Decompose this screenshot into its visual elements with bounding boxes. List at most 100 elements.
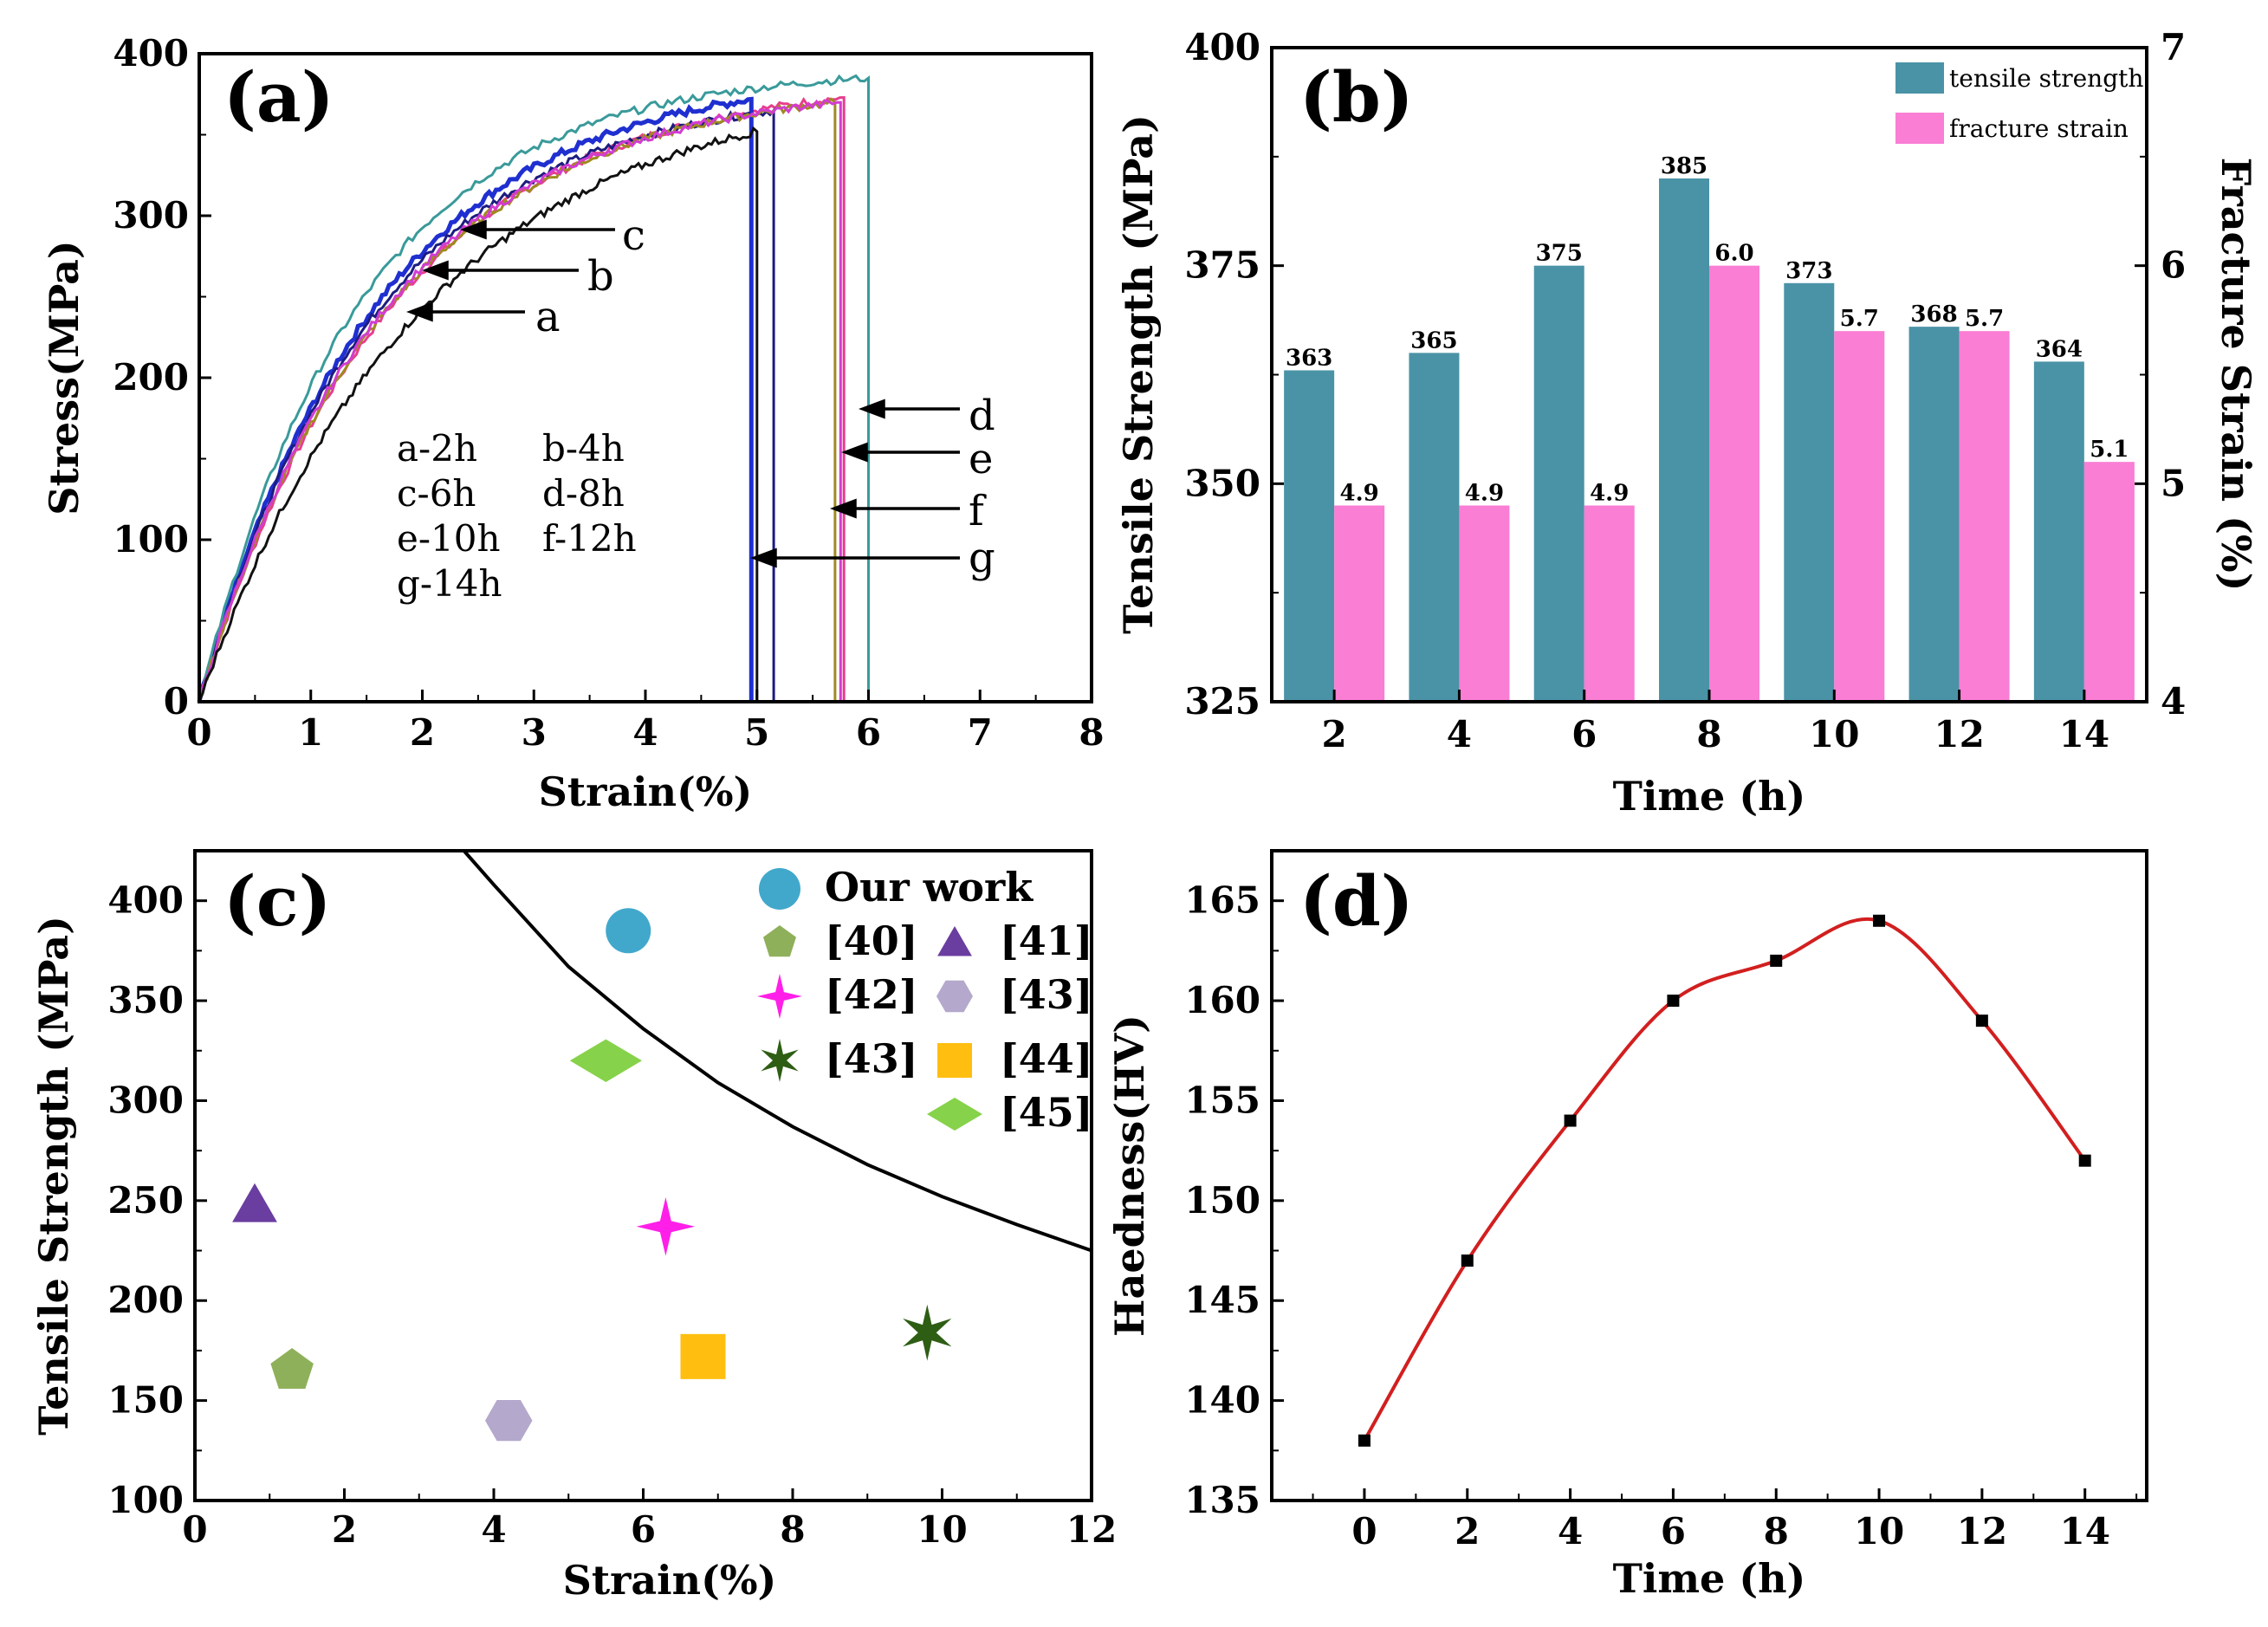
d-y-tick-label: 140 xyxy=(1184,1379,1260,1422)
b-bar-tensile xyxy=(1284,370,1335,702)
a-legend-a: a-2h xyxy=(397,427,477,470)
a-x-tick-label: 5 xyxy=(744,711,769,754)
a-legend-c: c-6h xyxy=(397,472,476,515)
c-y-axis-label: Tensile Strength (MPa) xyxy=(30,916,77,1436)
c-plot-area xyxy=(232,849,1092,1442)
c-x-tick-label: 6 xyxy=(631,1508,656,1551)
b-bar-tensile xyxy=(2033,361,2084,702)
b-axis-ticks: 2 4 6 8 10 12 14 325 350 375 400 4 5 6 7 xyxy=(1184,26,2186,755)
d-y-tick-label: 155 xyxy=(1184,1079,1260,1121)
b-legend-swatch-tensile xyxy=(1895,62,1944,94)
b-bar-label-fracture: 5.7 xyxy=(1965,306,2004,332)
c-legend-label: [43] xyxy=(1000,971,1093,1018)
b-bar-fracture xyxy=(1709,265,1759,702)
a-x-tick-label: 7 xyxy=(968,711,993,754)
b-bar-fracture xyxy=(2083,462,2135,702)
b-bar-tensile xyxy=(1908,327,1960,702)
b-x-tick-label: 12 xyxy=(1934,713,1984,755)
d-x-tick-label: 0 xyxy=(1351,1510,1377,1552)
c-y-tick-label: 300 xyxy=(107,1079,184,1121)
d-x-tick-label: 8 xyxy=(1764,1510,1789,1552)
c-legend: Our work [40] [41] [42] [43] [43] [44] [45] xyxy=(757,864,1093,1136)
b-y-tick-label: 325 xyxy=(1184,680,1260,723)
a-legend-f: f-12h xyxy=(542,517,637,560)
b-x-tick-label: 4 xyxy=(1447,713,1472,755)
d-x-tick-label: 6 xyxy=(1661,1510,1686,1552)
d-x-axis-label: Time (h) xyxy=(1613,1555,1806,1602)
d-fit-curve xyxy=(1363,917,2087,1442)
a-curve-label-f: f xyxy=(969,487,987,535)
a-y-tick-label: 100 xyxy=(113,518,189,561)
c-x-tick-label: 0 xyxy=(182,1508,207,1551)
b-x-axis-label: Time (h) xyxy=(1613,773,1806,820)
b-bar-label-tensile: 373 xyxy=(1785,258,1832,284)
d-y-axis-label: Haedness(HV) xyxy=(1106,1014,1153,1337)
c-point-hexagon xyxy=(485,1400,533,1442)
a-curve-e xyxy=(198,97,837,703)
b-bar-tensile xyxy=(1659,178,1709,702)
a-legend-g: g-14h xyxy=(397,562,502,605)
a-y-tick-label: 300 xyxy=(113,194,189,237)
a-x-tick-label: 0 xyxy=(186,711,211,754)
panel-b: 363 4.9 365 4.9 375 4.9 385 6.0 373 5.7 368 5.7 364 5… xyxy=(1115,26,2259,820)
d-frame xyxy=(1270,849,2148,1502)
a-y-tick-label: 400 xyxy=(113,32,189,75)
panel-a: 0 1 2 3 4 5 6 7 8 0 100 200 300 400 (a) Strain(%) Str… xyxy=(41,32,1105,815)
a-x-tick-label: 8 xyxy=(1079,711,1104,754)
a-frame xyxy=(198,52,1093,703)
a-curve-label-a: a xyxy=(535,293,561,341)
a-curve-label-e: e xyxy=(969,435,993,483)
c-legend-label: [42] xyxy=(825,971,918,1018)
d-data-point xyxy=(1358,1434,1371,1447)
d-y-tick-label: 135 xyxy=(1184,1479,1260,1521)
b-y2-tick-label: 7 xyxy=(2161,26,2186,68)
b-x-tick-label: 10 xyxy=(1809,713,1859,755)
c-axis-ticks: 0 2 4 6 8 10 12 100 150 200 250 300 350 400 xyxy=(107,879,1117,1551)
c-point-diamond xyxy=(569,1039,642,1082)
c-legend-marker-hexagon xyxy=(936,980,973,1013)
c-point-square xyxy=(680,1333,726,1379)
panel-c: 0 2 4 6 8 10 12 100 150 200 250 300 350 400 (c) Strai… xyxy=(30,849,1117,1604)
a-x-tick-label: 1 xyxy=(298,711,323,754)
c-x-tick-label: 12 xyxy=(1066,1508,1117,1551)
c-legend-marker-diamond xyxy=(927,1098,982,1131)
b-bar-label-fracture: 4.9 xyxy=(1465,481,1504,507)
c-boundary-curve xyxy=(462,849,1092,1253)
b-y-tick-label: 400 xyxy=(1184,26,1260,68)
c-legend-marker-triangle xyxy=(937,926,972,956)
c-y-tick-label: 150 xyxy=(107,1379,184,1422)
b-plot-area: 363 4.9 365 4.9 375 4.9 385 6.0 373 5.7 368 5.7 364 5… xyxy=(1284,153,2135,702)
a-curve-g xyxy=(198,126,759,703)
d-data-point xyxy=(1770,954,1783,967)
c-panel-label: (c) xyxy=(224,860,331,942)
c-x-tick-label: 10 xyxy=(917,1508,967,1551)
a-x-tick-label: 3 xyxy=(522,711,547,754)
c-y-tick-label: 350 xyxy=(107,979,184,1021)
b-bar-label-tensile: 385 xyxy=(1661,153,1707,179)
d-y-tick-label: 165 xyxy=(1184,879,1260,922)
b-legend-label-fracture: fracture strain xyxy=(1949,114,2129,143)
b-bar-label-tensile: 364 xyxy=(2036,336,2083,362)
c-point-pentagon xyxy=(270,1348,314,1389)
c-legend-label: Our work xyxy=(825,864,1034,911)
d-data-point xyxy=(1667,995,1680,1008)
a-curve-f xyxy=(198,99,842,703)
c-y-tick-label: 100 xyxy=(107,1479,184,1521)
a-curve-b xyxy=(197,96,754,703)
a-annotations: c b a d e f g xyxy=(535,211,995,582)
b-bar-fracture xyxy=(1459,505,1510,702)
a-x-tick-label: 6 xyxy=(856,711,881,754)
c-x-tick-label: 8 xyxy=(780,1508,805,1551)
a-panel-label: (a) xyxy=(224,56,334,138)
b-y-axis-label: Tensile Strength (MPa) xyxy=(1115,114,1162,634)
a-axis-ticks: 0 1 2 3 4 5 6 7 8 0 100 200 300 400 xyxy=(113,32,1104,754)
c-legend-marker-pentagon xyxy=(763,925,796,957)
a-y-axis-label: Stress(MPa) xyxy=(41,240,87,515)
c-x-tick-label: 2 xyxy=(332,1508,357,1551)
c-legend-marker-square xyxy=(937,1043,972,1078)
b-bar-tensile xyxy=(1409,353,1460,702)
b-y-axis-label-right: Fracture Strain (%) xyxy=(2213,158,2259,592)
d-panel-label: (d) xyxy=(1299,860,1414,942)
b-bar-fracture xyxy=(1834,331,1885,702)
